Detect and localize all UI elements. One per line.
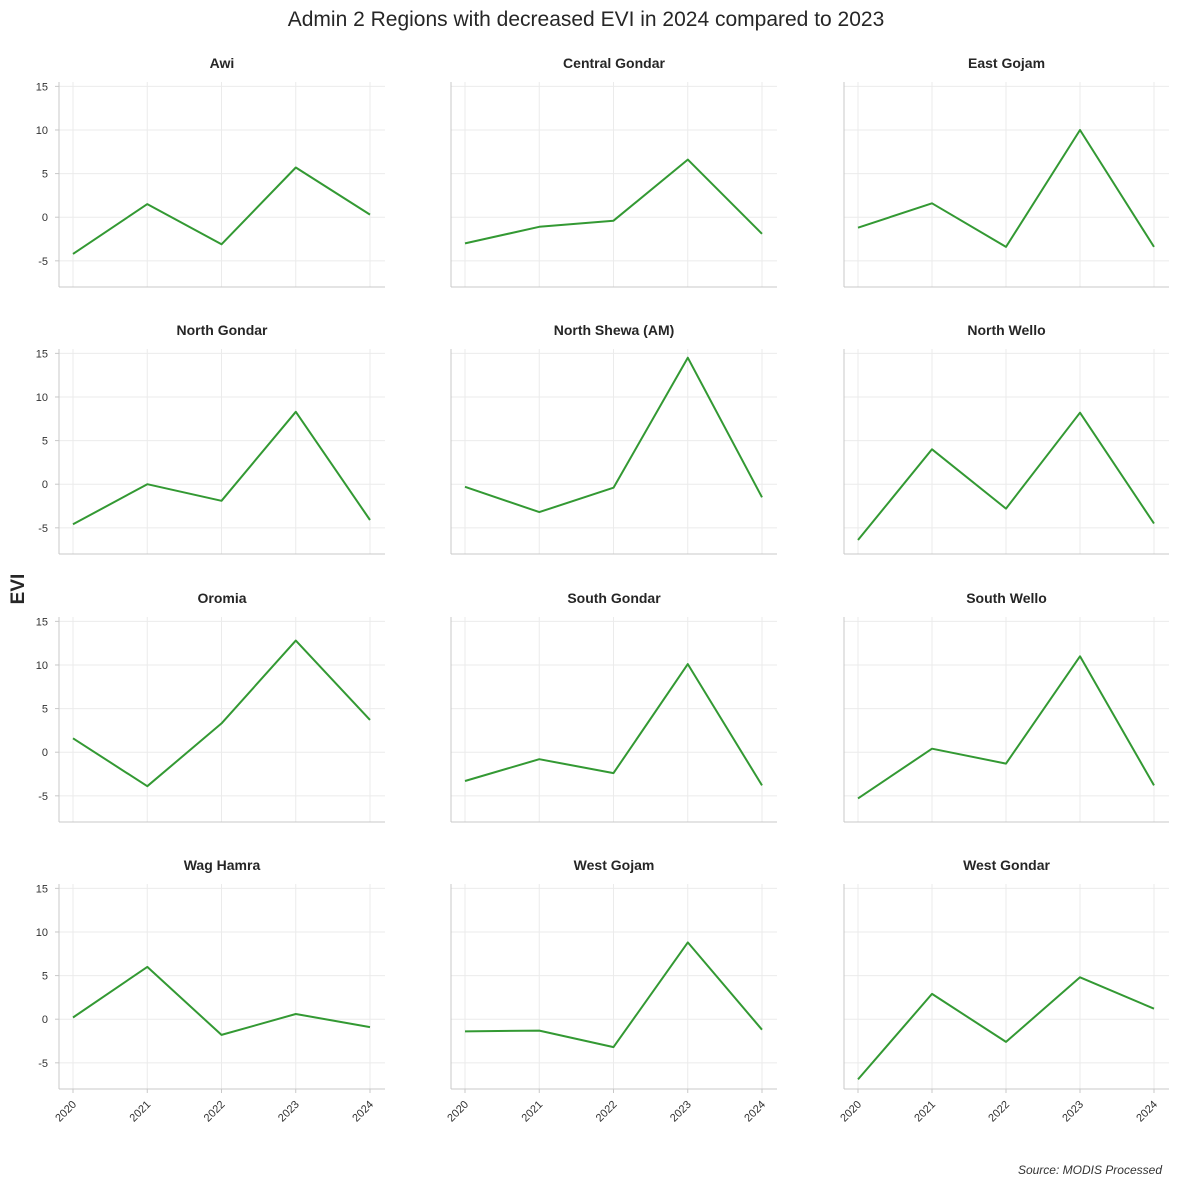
panel-title: North Gondar (177, 322, 269, 338)
y-tick-label: 0 (42, 212, 48, 224)
evi-series-line (72, 639, 371, 788)
x-tick-label: 2023 (1060, 1099, 1086, 1125)
y-tick-label: -5 (38, 791, 48, 803)
evi-series-line (464, 941, 763, 1049)
y-tick-label: 5 (42, 436, 48, 448)
panel: Central Gondar (450, 55, 777, 288)
x-tick-label: 2021 (520, 1099, 546, 1125)
panel-title: East Gojam (968, 55, 1045, 71)
panel: South Gondar (450, 590, 777, 823)
panel-title: South Wello (966, 590, 1047, 606)
panel: North Shewa (AM) (450, 322, 777, 555)
panel: West Gondar 2020 2021 2022 2023 2024 (838, 857, 1169, 1124)
y-tick-label: 0 (42, 479, 48, 491)
evi-series-line (857, 655, 1155, 800)
panel: North Gondar -5 0 5 10 15 (36, 322, 385, 555)
y-tick-label: -5 (38, 523, 48, 535)
y-tick-label: 15 (36, 348, 48, 360)
x-tick-label: 2022 (594, 1099, 620, 1125)
y-tick-label: 10 (36, 927, 48, 939)
panel-title: West Gojam (574, 857, 655, 873)
x-tick-label: 2024 (742, 1099, 768, 1125)
y-tick-label: 5 (42, 169, 48, 181)
evi-series-line (464, 663, 763, 786)
x-tick-label: 2023 (668, 1099, 694, 1125)
panel: North Wello (843, 322, 1169, 555)
y-axis-label: EVI (8, 574, 29, 605)
x-tick-label: 2021 (128, 1099, 154, 1125)
panel-title: Awi (210, 55, 235, 71)
panel: Awi -5 0 5 10 15 (36, 55, 385, 288)
panels-grid: Awi -5 0 5 10 15 Central Gondar East Gojam North… (36, 55, 1169, 1124)
evi-series-line (464, 356, 763, 514)
evi-series-line (464, 158, 763, 245)
x-tick-label: 2021 (912, 1099, 938, 1125)
panel: West Gojam 2020 2021 2022 2023 2024 (445, 857, 777, 1124)
y-tick-label: 15 (36, 81, 48, 93)
y-tick-label: 0 (42, 747, 48, 759)
panel-title: West Gondar (963, 857, 1050, 873)
panel: Oromia -5 0 5 10 15 (36, 590, 385, 823)
evi-series-line (857, 129, 1155, 248)
x-tick-label: 2020 (838, 1099, 864, 1125)
evi-series-line (857, 411, 1155, 541)
panel-title: Oromia (197, 590, 246, 606)
evi-series-line (72, 410, 371, 526)
evi-series-line (72, 965, 371, 1036)
panel-title: Central Gondar (563, 55, 665, 71)
y-tick-label: 5 (42, 971, 48, 983)
source-note: Source: MODIS Processed (1018, 1163, 1162, 1177)
x-tick-label: 2022 (986, 1099, 1012, 1125)
x-tick-label: 2022 (202, 1099, 228, 1125)
panel-title: Wag Hamra (184, 857, 261, 873)
x-tick-label: 2024 (1134, 1099, 1160, 1125)
x-tick-label: 2024 (350, 1099, 376, 1125)
y-tick-label: -5 (38, 256, 48, 268)
y-tick-label: -5 (38, 1058, 48, 1070)
y-tick-label: 10 (36, 125, 48, 137)
x-tick-label: 2020 (445, 1099, 471, 1125)
y-tick-label: 15 (36, 616, 48, 628)
panel: Wag Hamra -5 0 5 10 15 2020 2021 2022 2023 2024 (36, 857, 385, 1124)
panel: South Wello (843, 590, 1169, 823)
evi-series-line (72, 166, 371, 255)
y-tick-label: 15 (36, 883, 48, 895)
y-tick-label: 10 (36, 392, 48, 404)
chart-title: Admin 2 Regions with decreased EVI in 20… (288, 8, 885, 31)
evi-series-line (857, 976, 1155, 1081)
y-tick-label: 10 (36, 660, 48, 672)
panel-title: North Wello (967, 322, 1045, 338)
x-tick-label: 2023 (276, 1099, 302, 1125)
y-tick-label: 5 (42, 704, 48, 716)
panel-title: North Shewa (AM) (554, 322, 675, 338)
x-tick-label: 2020 (53, 1099, 79, 1125)
panel-title: South Gondar (567, 590, 661, 606)
y-tick-label: 0 (42, 1014, 48, 1026)
panel: East Gojam (843, 55, 1169, 288)
